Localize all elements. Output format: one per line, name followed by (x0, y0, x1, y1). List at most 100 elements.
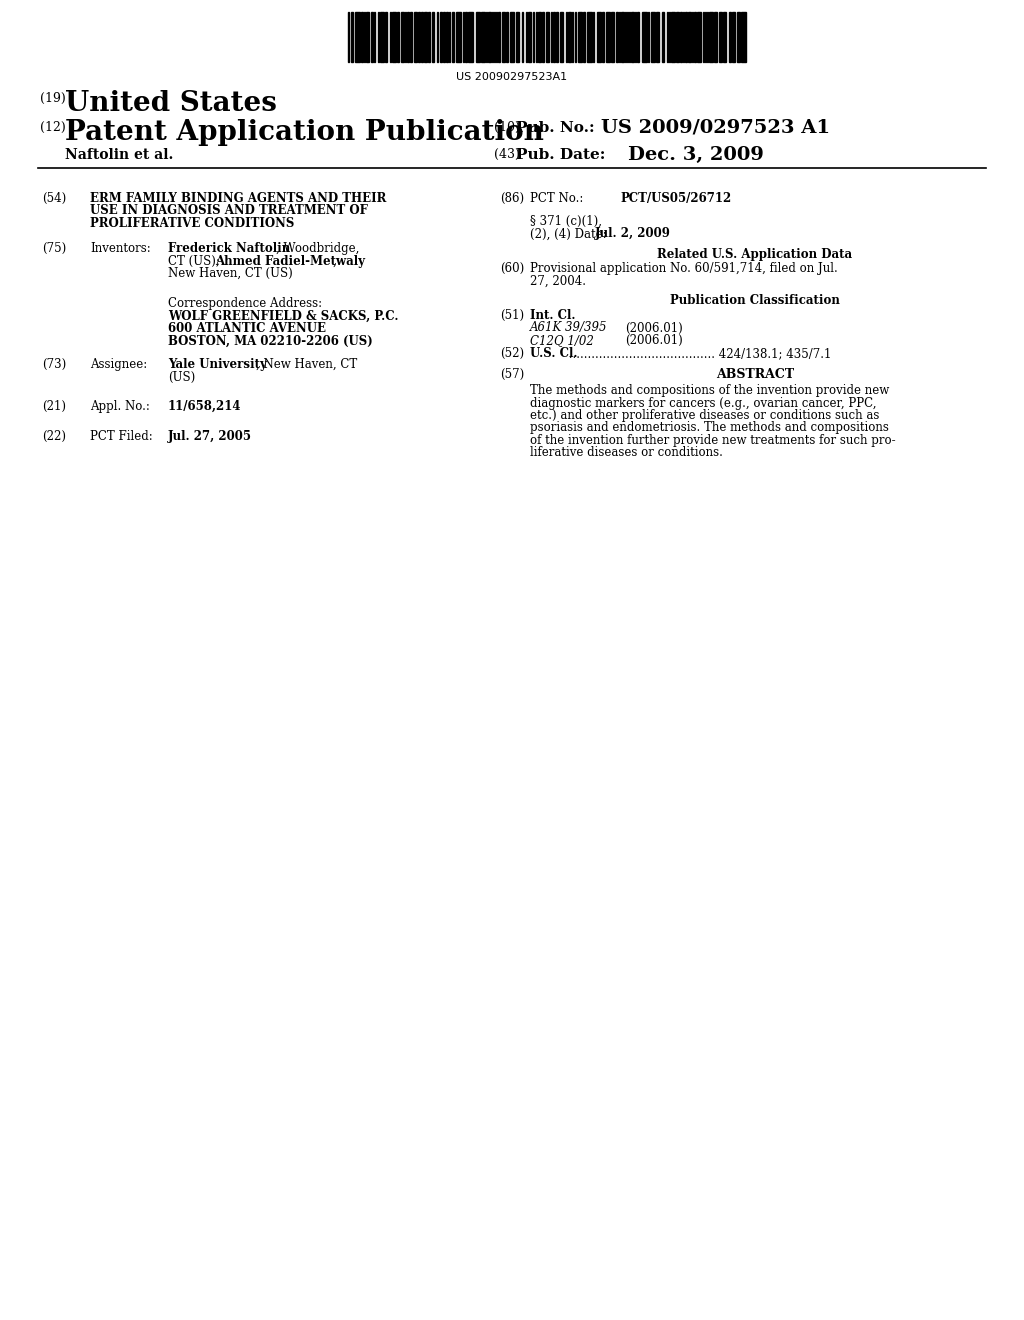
Bar (578, 12, 582, 62)
Bar (737, 12, 740, 62)
Bar (741, 12, 746, 62)
Text: (57): (57) (500, 368, 524, 381)
Text: PCT Filed:: PCT Filed: (90, 430, 153, 444)
Text: psoriasis and endometriosis. The methods and compositions: psoriasis and endometriosis. The methods… (530, 421, 889, 434)
Text: (43): (43) (494, 148, 520, 161)
Text: 27, 2004.: 27, 2004. (530, 275, 586, 288)
Bar (719, 12, 722, 62)
Bar (556, 12, 558, 62)
Bar (410, 12, 412, 62)
Text: Jul. 2, 2009: Jul. 2, 2009 (595, 227, 671, 240)
Text: C12Q 1/02: C12Q 1/02 (530, 334, 594, 347)
Text: (12): (12) (40, 121, 66, 135)
Text: US 2009/0297523 A1: US 2009/0297523 A1 (601, 119, 830, 137)
Bar (401, 12, 404, 62)
Bar (392, 12, 396, 62)
Bar (385, 12, 387, 62)
Bar (488, 12, 490, 62)
Bar (676, 12, 679, 62)
Bar (621, 12, 624, 62)
Bar (380, 12, 384, 62)
Bar (414, 12, 417, 62)
Text: CT (US);: CT (US); (168, 255, 223, 268)
Bar (656, 12, 659, 62)
Bar (361, 12, 362, 62)
Text: Yale University: Yale University (168, 358, 267, 371)
Bar (611, 12, 614, 62)
Text: The methods and compositions of the invention provide new: The methods and compositions of the inve… (530, 384, 889, 397)
Text: Correspondence Address:: Correspondence Address: (168, 297, 323, 310)
Bar (421, 12, 423, 62)
Bar (355, 12, 360, 62)
Bar (587, 12, 592, 62)
Text: USE IN DIAGNOSIS AND TREATMENT OF: USE IN DIAGNOSIS AND TREATMENT OF (90, 205, 368, 218)
Text: (10): (10) (494, 121, 520, 135)
Bar (510, 12, 514, 62)
Text: (52): (52) (500, 347, 524, 360)
Bar (418, 12, 420, 62)
Text: ,: , (333, 255, 337, 268)
Text: (54): (54) (42, 191, 67, 205)
Text: of the invention further provide new treatments for such pro-: of the invention further provide new tre… (530, 434, 896, 447)
Text: 11/658,214: 11/658,214 (168, 400, 242, 413)
Text: Publication Classification: Publication Classification (670, 294, 840, 308)
Bar (371, 12, 373, 62)
Text: (22): (22) (42, 430, 66, 444)
Bar (546, 12, 549, 62)
Bar (446, 12, 449, 62)
Bar (440, 12, 442, 62)
Text: Provisional application No. 60/591,714, filed on Jul.: Provisional application No. 60/591,714, … (530, 261, 838, 275)
Text: New Haven, CT (US): New Haven, CT (US) (168, 267, 293, 280)
Text: , New Haven, CT: , New Haven, CT (256, 358, 357, 371)
Text: PCT/US05/26712: PCT/US05/26712 (620, 191, 731, 205)
Text: (73): (73) (42, 358, 67, 371)
Text: , Woodbridge,: , Woodbridge, (276, 242, 359, 255)
Text: (19): (19) (40, 92, 66, 106)
Bar (542, 12, 544, 62)
Bar (465, 12, 467, 62)
Bar (662, 12, 664, 62)
Bar (560, 12, 563, 62)
Text: (2006.01): (2006.01) (625, 334, 683, 347)
Bar (680, 12, 682, 62)
Bar (602, 12, 604, 62)
Bar (685, 12, 687, 62)
Bar (723, 12, 726, 62)
Text: (US): (US) (168, 371, 196, 384)
Bar (697, 12, 701, 62)
Text: PCT No.:: PCT No.: (530, 191, 584, 205)
Text: etc.) and other proliferative diseases or conditions such as: etc.) and other proliferative diseases o… (530, 409, 880, 422)
Bar (452, 12, 454, 62)
Text: Dec. 3, 2009: Dec. 3, 2009 (628, 147, 764, 164)
Bar (428, 12, 430, 62)
Text: PROLIFERATIVE CONDITIONS: PROLIFERATIVE CONDITIONS (90, 216, 294, 230)
Text: (86): (86) (500, 191, 524, 205)
Text: Ahmed Fadiel-Metwaly: Ahmed Fadiel-Metwaly (215, 255, 365, 268)
Bar (694, 12, 696, 62)
Bar (714, 12, 717, 62)
Text: Pub. Date:: Pub. Date: (516, 148, 605, 162)
Bar (688, 12, 691, 62)
Bar (732, 12, 735, 62)
Bar (502, 12, 505, 62)
Text: Jul. 27, 2005: Jul. 27, 2005 (168, 430, 252, 444)
Bar (651, 12, 655, 62)
Bar (476, 12, 480, 62)
Bar (456, 12, 461, 62)
Text: diagnostic markers for cancers (e.g., ovarian cancer, PPC,: diagnostic markers for cancers (e.g., ov… (530, 396, 877, 409)
Text: Pub. No.:: Pub. No.: (516, 121, 595, 135)
Bar (351, 12, 353, 62)
Bar (583, 12, 585, 62)
Text: ABSTRACT: ABSTRACT (716, 368, 794, 381)
Bar (407, 12, 409, 62)
Text: Patent Application Publication: Patent Application Publication (65, 119, 544, 147)
Text: Related U.S. Application Data: Related U.S. Application Data (657, 248, 853, 261)
Bar (553, 12, 555, 62)
Text: Inventors:: Inventors: (90, 242, 151, 255)
Text: Naftolin et al.: Naftolin et al. (65, 148, 173, 162)
Bar (568, 12, 571, 62)
Text: ....................................... 424/138.1; 435/7.1: ....................................... … (565, 347, 831, 360)
Text: ERM FAMILY BINDING AGENTS AND THEIR: ERM FAMILY BINDING AGENTS AND THEIR (90, 191, 386, 205)
Text: (2), (4) Date:: (2), (4) Date: (530, 227, 606, 240)
Text: Frederick Naftolin: Frederick Naftolin (168, 242, 290, 255)
